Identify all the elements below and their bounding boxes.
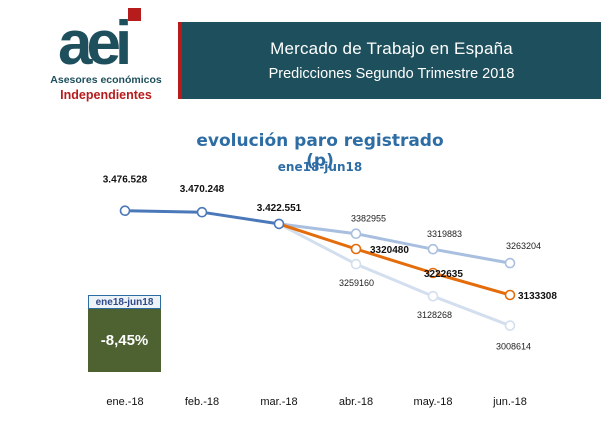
- data-point-central-3: [350, 243, 362, 255]
- data-point-lower-4: [427, 290, 439, 302]
- header-subtitle: Predicciones Segundo Trimestre 2018: [268, 66, 515, 82]
- data-point-upper-4: [427, 243, 439, 255]
- logo-mark-text: aei: [58, 9, 128, 72]
- x-tick-label: may.-18: [414, 396, 453, 408]
- data-point-historical-1: [196, 206, 208, 218]
- aei-logo-mark: aei: [58, 8, 141, 72]
- x-tick-label: feb.-18: [185, 396, 219, 408]
- data-point-central-5: [504, 289, 516, 301]
- data-label-central-5: 3133308: [518, 291, 557, 302]
- chart-subtitle: ene18-jun18: [277, 160, 363, 174]
- chart-title: evolución paro registrado (p): [196, 131, 444, 171]
- data-label-lower-3: 3259160: [339, 278, 374, 288]
- logo-line-2: Independientes: [60, 88, 152, 102]
- header-title: Mercado de Trabajo en España: [270, 39, 513, 58]
- x-tick-label: abr.-18: [339, 396, 373, 408]
- series-line-lower: [277, 222, 512, 328]
- x-tick-label: mar.-18: [260, 396, 297, 408]
- data-label-central-3: 3320480: [370, 245, 409, 256]
- variation-label: ene18-jun18: [88, 295, 161, 309]
- series-line-upper: [277, 222, 512, 265]
- data-label-historical-2: 3.422.551: [257, 203, 302, 214]
- logo-dot: [128, 8, 141, 21]
- x-tick-label: jun.-18: [492, 396, 527, 408]
- logo: aei Asesores económicos Independientes: [50, 6, 162, 104]
- data-label-historical-1: 3.470.248: [180, 184, 225, 195]
- data-label-lower-4: 3128268: [417, 310, 452, 320]
- data-label-historical-0: 3.476.528: [103, 175, 148, 186]
- header-banner: Mercado de Trabajo en España Prediccione…: [178, 22, 601, 99]
- variation-value: -8,45%: [88, 309, 161, 372]
- data-point-historical-0: [119, 205, 131, 216]
- logo-line-1: Asesores económicos: [50, 74, 162, 86]
- data-label-upper-3: 3382955: [351, 214, 386, 224]
- x-tick-label: ene.-18: [106, 396, 143, 408]
- data-point-upper-3: [350, 228, 362, 239]
- data-point-central-4: [427, 267, 439, 279]
- data-label-lower-5: 3008614: [496, 342, 531, 352]
- data-point-lower-3: [350, 258, 362, 270]
- series-line-central: [277, 222, 512, 297]
- data-point-lower-5: [504, 320, 516, 331]
- data-label-central-4: 3222635: [424, 269, 463, 280]
- data-point-upper-5: [504, 257, 516, 269]
- data-point-historical-2: [273, 218, 285, 230]
- data-label-upper-5: 3263204: [506, 241, 541, 251]
- variation-box: ene18-jun18 -8,45%: [88, 295, 161, 372]
- data-label-upper-4: 3319883: [427, 229, 462, 239]
